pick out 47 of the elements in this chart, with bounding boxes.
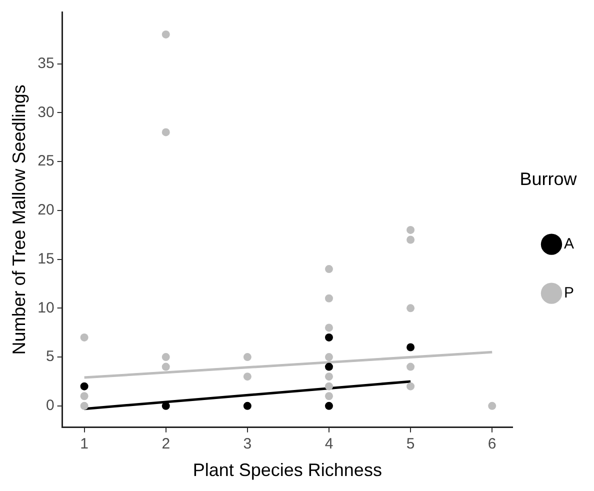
point bbox=[324, 333, 333, 342]
point bbox=[324, 362, 333, 371]
y-tick-label: 5 bbox=[46, 348, 54, 366]
point bbox=[406, 304, 415, 312]
point bbox=[80, 392, 88, 400]
y-tick-label: 30 bbox=[38, 104, 54, 121]
point bbox=[324, 402, 333, 410]
point bbox=[406, 382, 415, 390]
point bbox=[324, 324, 333, 332]
point bbox=[488, 402, 496, 410]
legend-label: P bbox=[564, 284, 574, 302]
point bbox=[324, 392, 333, 400]
point bbox=[162, 30, 170, 38]
point bbox=[406, 236, 415, 244]
y-tick-label: 10 bbox=[38, 299, 54, 316]
point bbox=[406, 362, 415, 371]
y-tick-label: 20 bbox=[38, 202, 54, 219]
point bbox=[162, 128, 170, 136]
point bbox=[324, 382, 333, 390]
point bbox=[80, 382, 88, 390]
point bbox=[80, 333, 88, 342]
point bbox=[324, 265, 333, 274]
y-tick-label: 15 bbox=[38, 250, 54, 268]
legend-label: A bbox=[564, 235, 574, 252]
point bbox=[324, 353, 333, 362]
y-tick-label: 25 bbox=[38, 152, 54, 170]
point bbox=[324, 294, 333, 302]
point bbox=[80, 402, 88, 410]
x-tick-label: 2 bbox=[162, 436, 170, 453]
point bbox=[324, 372, 333, 381]
x-tick-label: 1 bbox=[80, 436, 88, 453]
x-tick-label: 3 bbox=[243, 436, 252, 453]
point bbox=[162, 362, 170, 371]
point bbox=[243, 353, 252, 362]
x-axis-title: Plant Species Richness bbox=[192, 460, 382, 480]
legend-title: Burrow bbox=[520, 169, 578, 190]
point bbox=[243, 372, 252, 381]
point bbox=[406, 343, 415, 352]
y-tick-label: 35 bbox=[38, 54, 54, 72]
x-tick-label: 4 bbox=[324, 436, 334, 453]
x-tick-label: 6 bbox=[488, 436, 496, 453]
point bbox=[162, 353, 170, 362]
y-tick-label: 0 bbox=[46, 397, 54, 414]
x-tick-label: 5 bbox=[406, 436, 415, 453]
point bbox=[243, 402, 252, 410]
y-axis-title: Number of Tree Mallow Seedlings bbox=[8, 84, 29, 355]
point bbox=[406, 226, 415, 234]
